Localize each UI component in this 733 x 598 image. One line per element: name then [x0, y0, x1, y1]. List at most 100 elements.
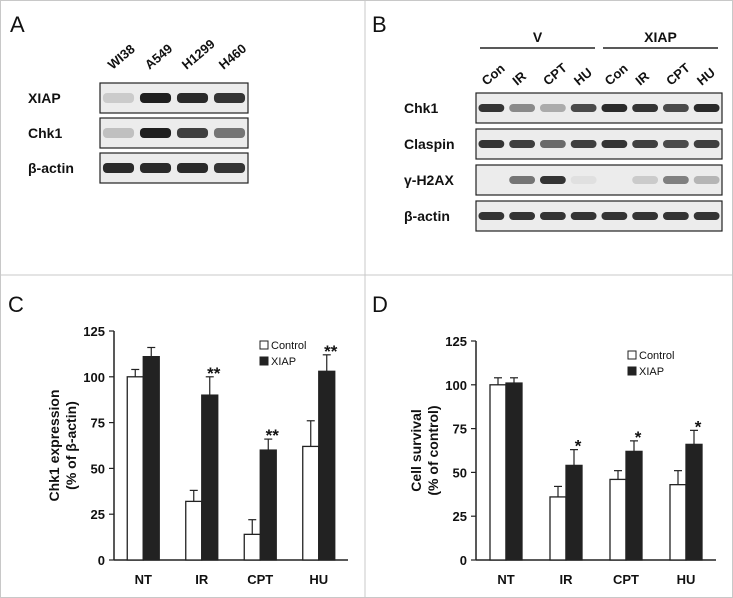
- protein-band: [662, 176, 689, 184]
- lane-label: CPT: [540, 60, 570, 88]
- x-tick-label: NT: [497, 572, 514, 587]
- lane-label: IR: [509, 68, 529, 88]
- legend-label: XIAP: [271, 356, 296, 368]
- significance-marker: *: [635, 428, 642, 447]
- protein-band: [601, 212, 628, 220]
- significance-marker: *: [695, 417, 702, 436]
- legend-label: Control: [271, 340, 306, 352]
- protein-band: [693, 176, 720, 184]
- bar-control: [185, 500, 203, 561]
- protein-band: [213, 163, 246, 173]
- row-label: XIAP: [28, 90, 61, 106]
- legend-label: Control: [639, 350, 674, 362]
- protein-band: [213, 93, 246, 103]
- row-label: Claspin: [404, 136, 455, 152]
- protein-band: [632, 104, 659, 112]
- x-tick-label: CPT: [613, 572, 639, 587]
- legend-swatch: [627, 350, 637, 360]
- y-axis-label: Cell survival: [408, 409, 424, 492]
- protein-band: [509, 212, 536, 220]
- protein-band: [478, 212, 505, 220]
- x-tick-label: CPT: [247, 572, 273, 587]
- bar-control: [243, 533, 261, 561]
- y-tick-label: 0: [98, 553, 105, 568]
- bar-control: [609, 478, 627, 561]
- y-tick-label: 0: [460, 553, 467, 568]
- y-tick-label: 125: [83, 324, 105, 339]
- protein-band: [693, 104, 720, 112]
- significance-marker: *: [575, 437, 582, 456]
- protein-band: [539, 104, 566, 112]
- protein-band: [509, 176, 536, 184]
- panel-label-a: A: [10, 12, 25, 37]
- row-label: β-actin: [28, 160, 74, 176]
- bar-xiap: [142, 355, 160, 561]
- protein-band: [662, 212, 689, 220]
- bar-control: [126, 376, 144, 561]
- significance-marker: **: [266, 426, 280, 445]
- row-label: β-actin: [404, 208, 450, 224]
- bar-xiap: [685, 443, 703, 561]
- legend-label: XIAP: [639, 366, 664, 378]
- protein-band: [139, 163, 172, 173]
- protein-band: [176, 128, 209, 138]
- x-tick-label: NT: [135, 572, 152, 587]
- lane-label: WI38: [105, 41, 138, 72]
- y-tick-label: 50: [453, 465, 467, 480]
- y-axis-label: (% of β-actin): [63, 401, 79, 490]
- protein-band: [662, 140, 689, 148]
- significance-marker: **: [207, 364, 221, 383]
- protein-band: [478, 104, 505, 112]
- legend-swatch: [627, 366, 637, 376]
- bar-xiap: [201, 394, 219, 561]
- lane-label: Con: [479, 61, 508, 89]
- protein-band: [539, 212, 566, 220]
- bar-chart-c: 0 25 50 75 100 125 Chk1 expression (% of β-acti…: [46, 324, 348, 587]
- lane-label: H1299: [179, 36, 218, 72]
- protein-band: [632, 212, 659, 220]
- y-tick-label: 75: [453, 422, 467, 437]
- y-tick-label: 75: [91, 416, 105, 431]
- lane-label: HU: [571, 65, 595, 89]
- x-tick-label: IR: [560, 572, 574, 587]
- legend-swatch: [259, 340, 269, 350]
- protein-band: [102, 93, 135, 103]
- y-tick-label: 25: [453, 509, 467, 524]
- significance-marker: **: [324, 342, 338, 361]
- bar-control: [489, 384, 507, 561]
- row-label: Chk1: [28, 125, 62, 141]
- panel-label-c: C: [8, 292, 24, 317]
- y-tick-label: 100: [445, 378, 467, 393]
- protein-band: [570, 140, 597, 148]
- protein-band: [509, 140, 536, 148]
- protein-band: [139, 128, 172, 138]
- legend-swatch: [259, 356, 269, 366]
- bar-control: [549, 496, 567, 561]
- protein-band: [601, 104, 628, 112]
- protein-band: [509, 104, 536, 112]
- bar-xiap: [625, 450, 643, 561]
- bar-xiap: [565, 464, 583, 561]
- y-tick-label: 50: [91, 461, 105, 476]
- group-label: XIAP: [644, 29, 677, 45]
- panel-label-b: B: [372, 12, 387, 37]
- lane-label: IR: [632, 68, 652, 88]
- lane-label: Con: [602, 61, 631, 89]
- protein-band: [176, 93, 209, 103]
- protein-band: [478, 140, 505, 148]
- y-axis-label: Chk1 expression: [46, 389, 62, 501]
- protein-band: [570, 104, 597, 112]
- protein-band: [632, 140, 659, 148]
- protein-band: [213, 128, 246, 138]
- protein-band: [539, 176, 566, 184]
- y-axis-label: (% of control): [425, 405, 441, 495]
- bar-control: [302, 445, 320, 561]
- bar-xiap: [505, 382, 523, 561]
- protein-band: [539, 140, 566, 148]
- group-label: V: [533, 29, 543, 45]
- y-tick-label: 100: [83, 370, 105, 385]
- x-tick-label: HU: [677, 572, 696, 587]
